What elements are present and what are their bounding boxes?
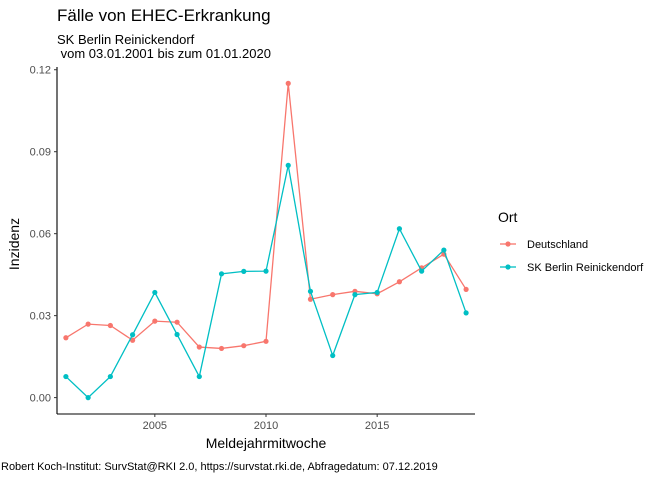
data-point (263, 268, 269, 274)
data-point (174, 319, 180, 325)
legend-label: Deutschland (527, 239, 588, 251)
data-point (374, 289, 380, 296)
x-tick-label: 2015 (365, 420, 389, 432)
data-point (352, 291, 358, 298)
data-point (419, 268, 425, 274)
data-point (330, 352, 336, 359)
data-point (85, 395, 91, 401)
data-point (396, 226, 403, 232)
data-point (107, 373, 113, 380)
data-point (196, 344, 202, 350)
chart-caption: Robert Koch-Institut: SurvStat@RKI 2.0, … (1, 461, 438, 473)
data-point (285, 162, 291, 168)
x-axis-title: Meldejahrmitwoche (206, 435, 327, 451)
legend: Ort Deutschland SK Berlin Reinickendorf (498, 209, 644, 274)
data-point (330, 291, 336, 298)
y-tick-label: 0.06 (30, 229, 51, 241)
series-line-1 (65, 165, 467, 399)
data-point (196, 373, 202, 380)
data-point (396, 279, 403, 285)
data-point (218, 271, 225, 277)
data-point (129, 337, 136, 343)
data-point (463, 310, 469, 316)
plot-area (63, 80, 469, 401)
legend-key-point (505, 241, 511, 247)
y-tick-label: 0.12 (30, 65, 51, 77)
data-point (441, 247, 447, 253)
axes: 0.00 0.03 0.06 0.09 0.12 2005 2010 2015 (30, 65, 475, 432)
series-line-0 (65, 83, 467, 350)
data-point (152, 289, 158, 296)
data-point (241, 343, 247, 349)
data-point (307, 288, 314, 294)
data-point (241, 268, 247, 274)
y-tick-label: 0.09 (30, 147, 51, 159)
data-point (107, 322, 113, 329)
legend-title: Ort (498, 209, 518, 225)
chart-title: Fälle von EHEC-Erkrankung (57, 6, 271, 25)
x-tick-label: 2010 (254, 420, 278, 432)
legend-key-point (505, 264, 511, 270)
y-tick-label: 0.00 (30, 393, 51, 405)
data-point (129, 332, 136, 338)
y-tick-label: 0.03 (30, 311, 51, 323)
data-point (463, 286, 469, 293)
y-axis-title: Inzidenz (6, 218, 22, 270)
data-point (307, 296, 314, 302)
data-point (174, 331, 180, 338)
data-point (63, 335, 69, 341)
x-tick-label: 2005 (143, 420, 167, 432)
data-point (152, 318, 158, 324)
chart-subtitle-line2: vom 03.01.2001 bis zum 01.01.2020 (57, 46, 271, 61)
data-point (63, 373, 69, 380)
data-point (85, 321, 91, 327)
data-point (218, 345, 225, 352)
chart-subtitle-line1: SK Berlin Reinickendorf (57, 32, 195, 47)
legend-label: SK Berlin Reinickendorf (527, 262, 644, 274)
data-point (285, 80, 291, 86)
data-point (263, 338, 269, 344)
